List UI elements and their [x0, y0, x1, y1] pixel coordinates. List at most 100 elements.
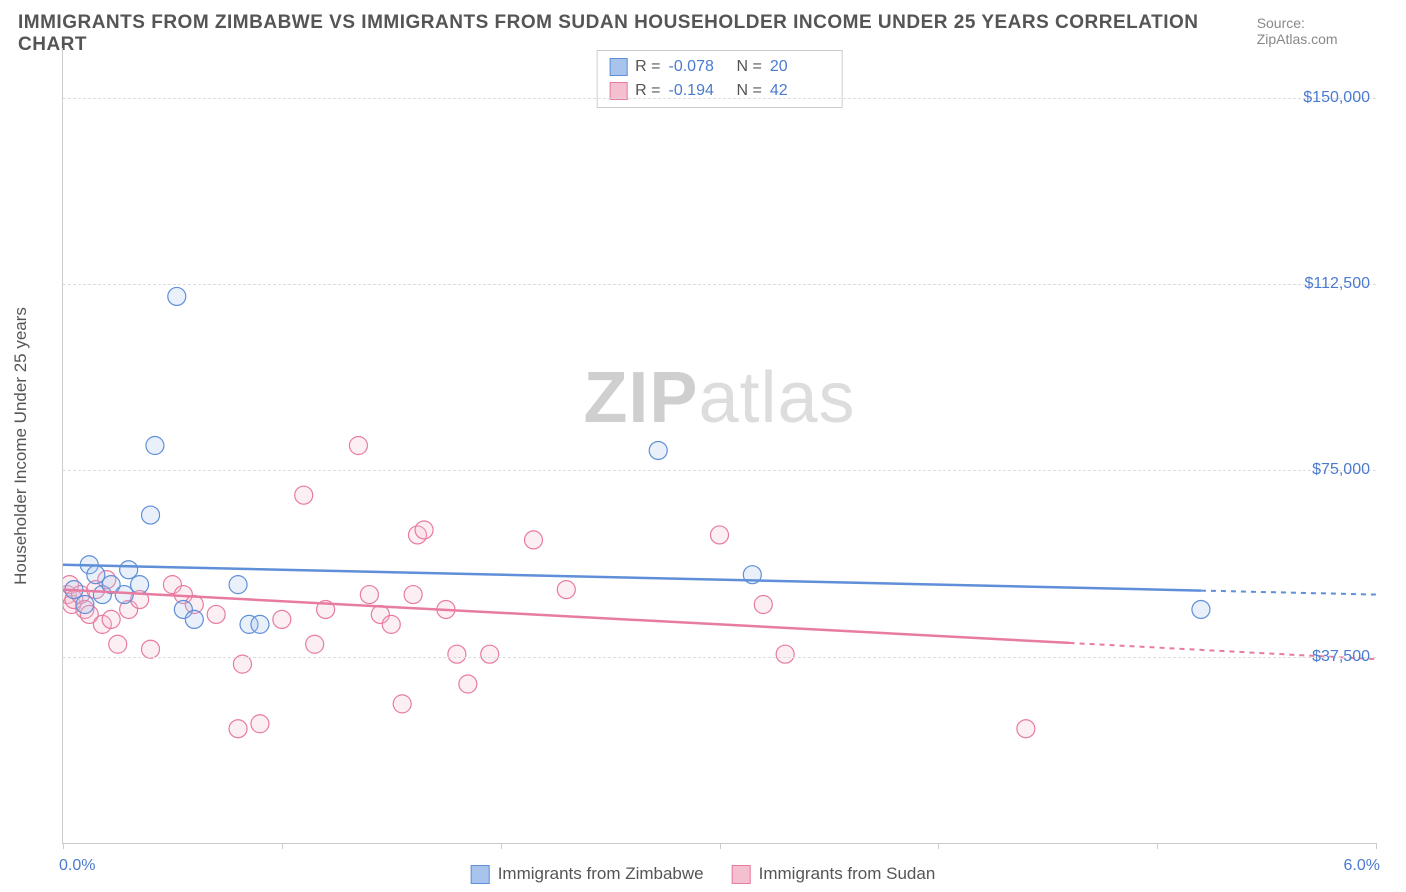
data-point	[233, 655, 251, 673]
x-tick	[1376, 843, 1377, 849]
stats-row: R = -0.194 N = 42	[609, 79, 830, 103]
watermark-bold: ZIP	[583, 358, 698, 438]
data-point	[98, 571, 116, 589]
correlation-stats-box: R = -0.078 N = 20 R = -0.194 N = 42	[596, 50, 843, 108]
x-tick	[501, 843, 502, 849]
stat-n-value: 20	[770, 55, 830, 79]
y-axis-title: Householder Income Under 25 years	[11, 307, 31, 585]
legend-label: Immigrants from Zimbabwe	[498, 864, 704, 884]
data-point	[349, 437, 367, 455]
stat-n-value: 42	[770, 79, 830, 103]
data-point	[168, 287, 186, 305]
x-tick	[720, 843, 721, 849]
data-point	[524, 531, 542, 549]
stat-r-label: R =	[635, 79, 660, 103]
data-point	[317, 600, 335, 618]
data-point	[185, 596, 203, 614]
data-point	[65, 581, 83, 599]
trend-line	[63, 590, 1070, 643]
data-point	[120, 561, 138, 579]
data-point	[76, 596, 94, 614]
data-point	[1192, 600, 1210, 618]
gridline	[63, 98, 1376, 99]
legend-swatch-icon	[732, 865, 751, 884]
x-tick	[1157, 843, 1158, 849]
y-tick-label: $112,500	[1304, 275, 1370, 293]
data-point	[229, 720, 247, 738]
data-point	[163, 576, 181, 594]
stats-row: R = -0.078 N = 20	[609, 55, 830, 79]
data-point	[481, 645, 499, 663]
data-point	[72, 586, 90, 604]
x-tick	[63, 843, 64, 849]
data-point	[63, 576, 79, 594]
stat-n-label: N =	[737, 55, 762, 79]
data-point	[174, 586, 192, 604]
data-point	[102, 610, 120, 628]
data-point	[459, 675, 477, 693]
data-point	[102, 576, 120, 594]
data-point	[382, 615, 400, 633]
data-point	[115, 586, 133, 604]
data-point	[404, 586, 422, 604]
data-point	[80, 605, 98, 623]
watermark-light: atlas	[698, 358, 855, 438]
data-point	[360, 586, 378, 604]
x-tick	[938, 843, 939, 849]
legend: Immigrants from Zimbabwe Immigrants from…	[471, 864, 936, 884]
trend-line	[63, 565, 1201, 591]
data-point	[87, 581, 105, 599]
data-point	[448, 645, 466, 663]
data-point	[437, 600, 455, 618]
data-point	[142, 506, 160, 524]
data-point	[557, 581, 575, 599]
gridline	[63, 470, 1376, 471]
data-point	[131, 576, 149, 594]
data-point	[65, 591, 83, 609]
x-tick	[282, 843, 283, 849]
source-label: Source: ZipAtlas.com	[1257, 15, 1388, 47]
data-point	[649, 441, 667, 459]
data-point	[711, 526, 729, 544]
data-point	[251, 715, 269, 733]
data-point	[87, 566, 105, 584]
chart-svg	[63, 48, 1376, 843]
y-tick-label: $75,000	[1312, 461, 1370, 479]
legend-swatch-icon	[471, 865, 490, 884]
data-point	[776, 645, 794, 663]
legend-item: Immigrants from Sudan	[732, 864, 936, 884]
data-point	[76, 600, 94, 618]
data-point	[273, 610, 291, 628]
data-point	[371, 605, 389, 623]
stat-r-value: -0.078	[669, 55, 729, 79]
stat-r-value: -0.194	[669, 79, 729, 103]
data-point	[251, 615, 269, 633]
data-point	[185, 610, 203, 628]
data-point	[295, 486, 313, 504]
data-point	[1017, 720, 1035, 738]
data-point	[146, 437, 164, 455]
x-axis-max-label: 6.0%	[1344, 857, 1380, 875]
plot-area: Householder Income Under 25 years ZIPatl…	[62, 48, 1376, 844]
legend-item: Immigrants from Zimbabwe	[471, 864, 704, 884]
data-point	[63, 586, 76, 604]
legend-label: Immigrants from Sudan	[759, 864, 936, 884]
data-point	[207, 605, 225, 623]
data-point	[109, 635, 127, 653]
trend-line-extrapolated	[1201, 591, 1376, 595]
data-point	[743, 566, 761, 584]
y-tick-label: $150,000	[1303, 89, 1370, 107]
data-point	[120, 600, 138, 618]
series-swatch-icon	[609, 58, 627, 76]
data-point	[409, 526, 427, 544]
stat-n-label: N =	[737, 79, 762, 103]
data-point	[229, 576, 247, 594]
data-point	[142, 640, 160, 658]
data-point	[415, 521, 433, 539]
y-tick-label: $37,500	[1312, 648, 1370, 666]
data-point	[63, 596, 81, 614]
data-point	[93, 586, 111, 604]
data-point	[306, 635, 324, 653]
data-point	[93, 615, 111, 633]
data-point	[80, 556, 98, 574]
